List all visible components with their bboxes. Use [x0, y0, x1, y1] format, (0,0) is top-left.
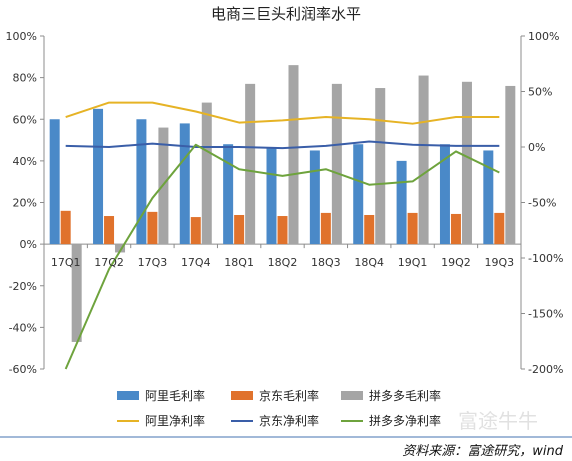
- bar: [60, 210, 71, 245]
- left-tick-label: 20%: [13, 197, 37, 210]
- axes: -60% -40% -20% 0% 20% 40% 60% 80% 100% -200% -150%…: [6, 30, 564, 376]
- bar: [147, 211, 158, 245]
- legend-swatch: [117, 391, 139, 400]
- bar: [93, 108, 104, 245]
- bar: [179, 123, 190, 245]
- x-tick-label: 17Q1: [51, 256, 81, 269]
- watermark: 富途牛牛: [458, 409, 538, 433]
- bar: [450, 213, 461, 245]
- bar: [104, 216, 115, 245]
- bar: [331, 83, 342, 245]
- bar: [190, 217, 201, 245]
- right-tick-label: -50%: [528, 197, 556, 210]
- x-tick-label: 19Q2: [441, 256, 471, 269]
- legend-label: 京东净利率: [259, 413, 319, 428]
- legend-swatch: [341, 391, 363, 400]
- bar: [201, 102, 212, 245]
- x-tick-label: 18Q4: [354, 256, 384, 269]
- bar: [115, 244, 126, 253]
- legend-label: 阿里净利率: [145, 413, 205, 428]
- x-tick-label: 17Q3: [138, 256, 168, 269]
- series-line: [64, 143, 500, 370]
- bar: [494, 212, 505, 245]
- left-tick-label: 60%: [13, 113, 37, 126]
- x-tick-label: 18Q3: [311, 256, 341, 269]
- bar: [288, 65, 299, 245]
- right-tick-label: -200%: [528, 363, 563, 376]
- bar: [407, 212, 418, 245]
- bar: [364, 214, 375, 245]
- left-tick-label: 40%: [13, 155, 37, 168]
- bar: [320, 212, 331, 245]
- bar: [234, 214, 245, 245]
- bar: [309, 150, 320, 245]
- legend-label: 拼多多毛利率: [369, 388, 441, 403]
- left-tick-label: 0%: [20, 238, 37, 251]
- right-tick-label: -100%: [528, 252, 563, 265]
- bar: [245, 83, 256, 245]
- bar: [136, 119, 147, 245]
- left-tick-label: 100%: [6, 30, 37, 43]
- bar: [483, 150, 494, 245]
- bar: [439, 144, 450, 245]
- bar: [277, 216, 288, 245]
- bar: [418, 75, 429, 245]
- right-tick-label: 100%: [528, 30, 559, 43]
- left-tick-label: 80%: [13, 72, 37, 85]
- left-tick-label: -60%: [9, 363, 37, 376]
- x-tick-label: 18Q2: [268, 256, 298, 269]
- chart-title: 电商三巨头利润率水平: [211, 5, 361, 23]
- x-tick-label: 17Q2: [94, 256, 124, 269]
- series-line: [65, 140, 500, 150]
- bar: [49, 119, 60, 245]
- x-tick-label: 17Q4: [181, 256, 211, 269]
- legend-label: 京东毛利率: [259, 388, 319, 403]
- bar: [71, 244, 82, 342]
- left-tick-label: -40%: [9, 321, 37, 334]
- line-marks: [64, 101, 500, 370]
- series-line: [65, 101, 500, 125]
- bar-marks: [49, 65, 516, 342]
- bar: [505, 85, 516, 245]
- x-tick-label: 19Q3: [484, 256, 514, 269]
- legend-label: 阿里毛利率: [145, 388, 205, 403]
- bar: [375, 88, 386, 245]
- legend-swatch: [231, 391, 253, 400]
- legend-label: 拼多多净利率: [369, 413, 441, 428]
- bar: [396, 160, 407, 245]
- right-tick-label: -150%: [528, 308, 563, 321]
- bar: [266, 148, 277, 245]
- x-tick-label: 18Q1: [224, 256, 254, 269]
- source-note: 资料来源：富途研究，wind: [402, 443, 563, 459]
- right-tick-label: 0%: [528, 141, 545, 154]
- left-tick-label: -20%: [9, 280, 37, 293]
- bar: [461, 81, 472, 245]
- x-tick-label: 19Q1: [398, 256, 428, 269]
- right-tick-label: 50%: [528, 86, 552, 99]
- bar: [223, 144, 234, 245]
- bar: [353, 144, 364, 245]
